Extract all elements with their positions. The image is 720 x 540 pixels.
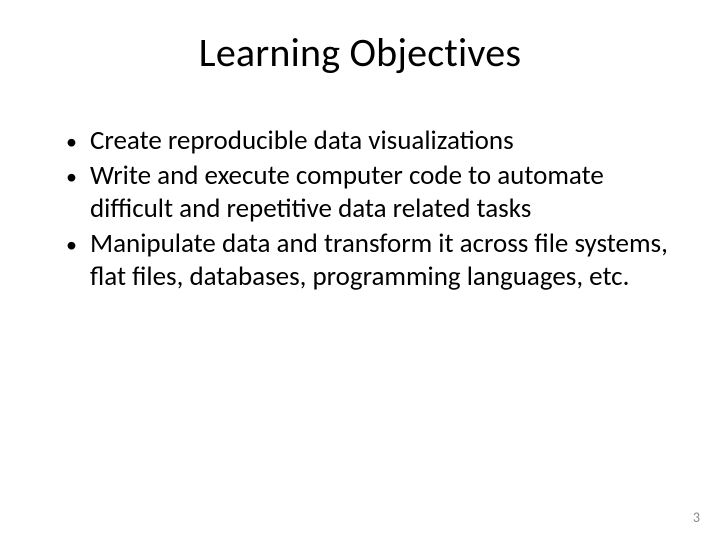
bullet-item: Write and execute computer code to autom… [66, 160, 672, 226]
page-number: 3 [693, 509, 700, 526]
slide-title: Learning Objectives [48, 28, 672, 77]
bullet-item: Create reproducible data visualizations [66, 125, 672, 158]
slide-container: Learning Objectives Create reproducible … [0, 0, 720, 540]
bullet-item: Manipulate data and transform it across … [66, 228, 672, 294]
bullet-list: Create reproducible data visualizations … [48, 125, 672, 294]
